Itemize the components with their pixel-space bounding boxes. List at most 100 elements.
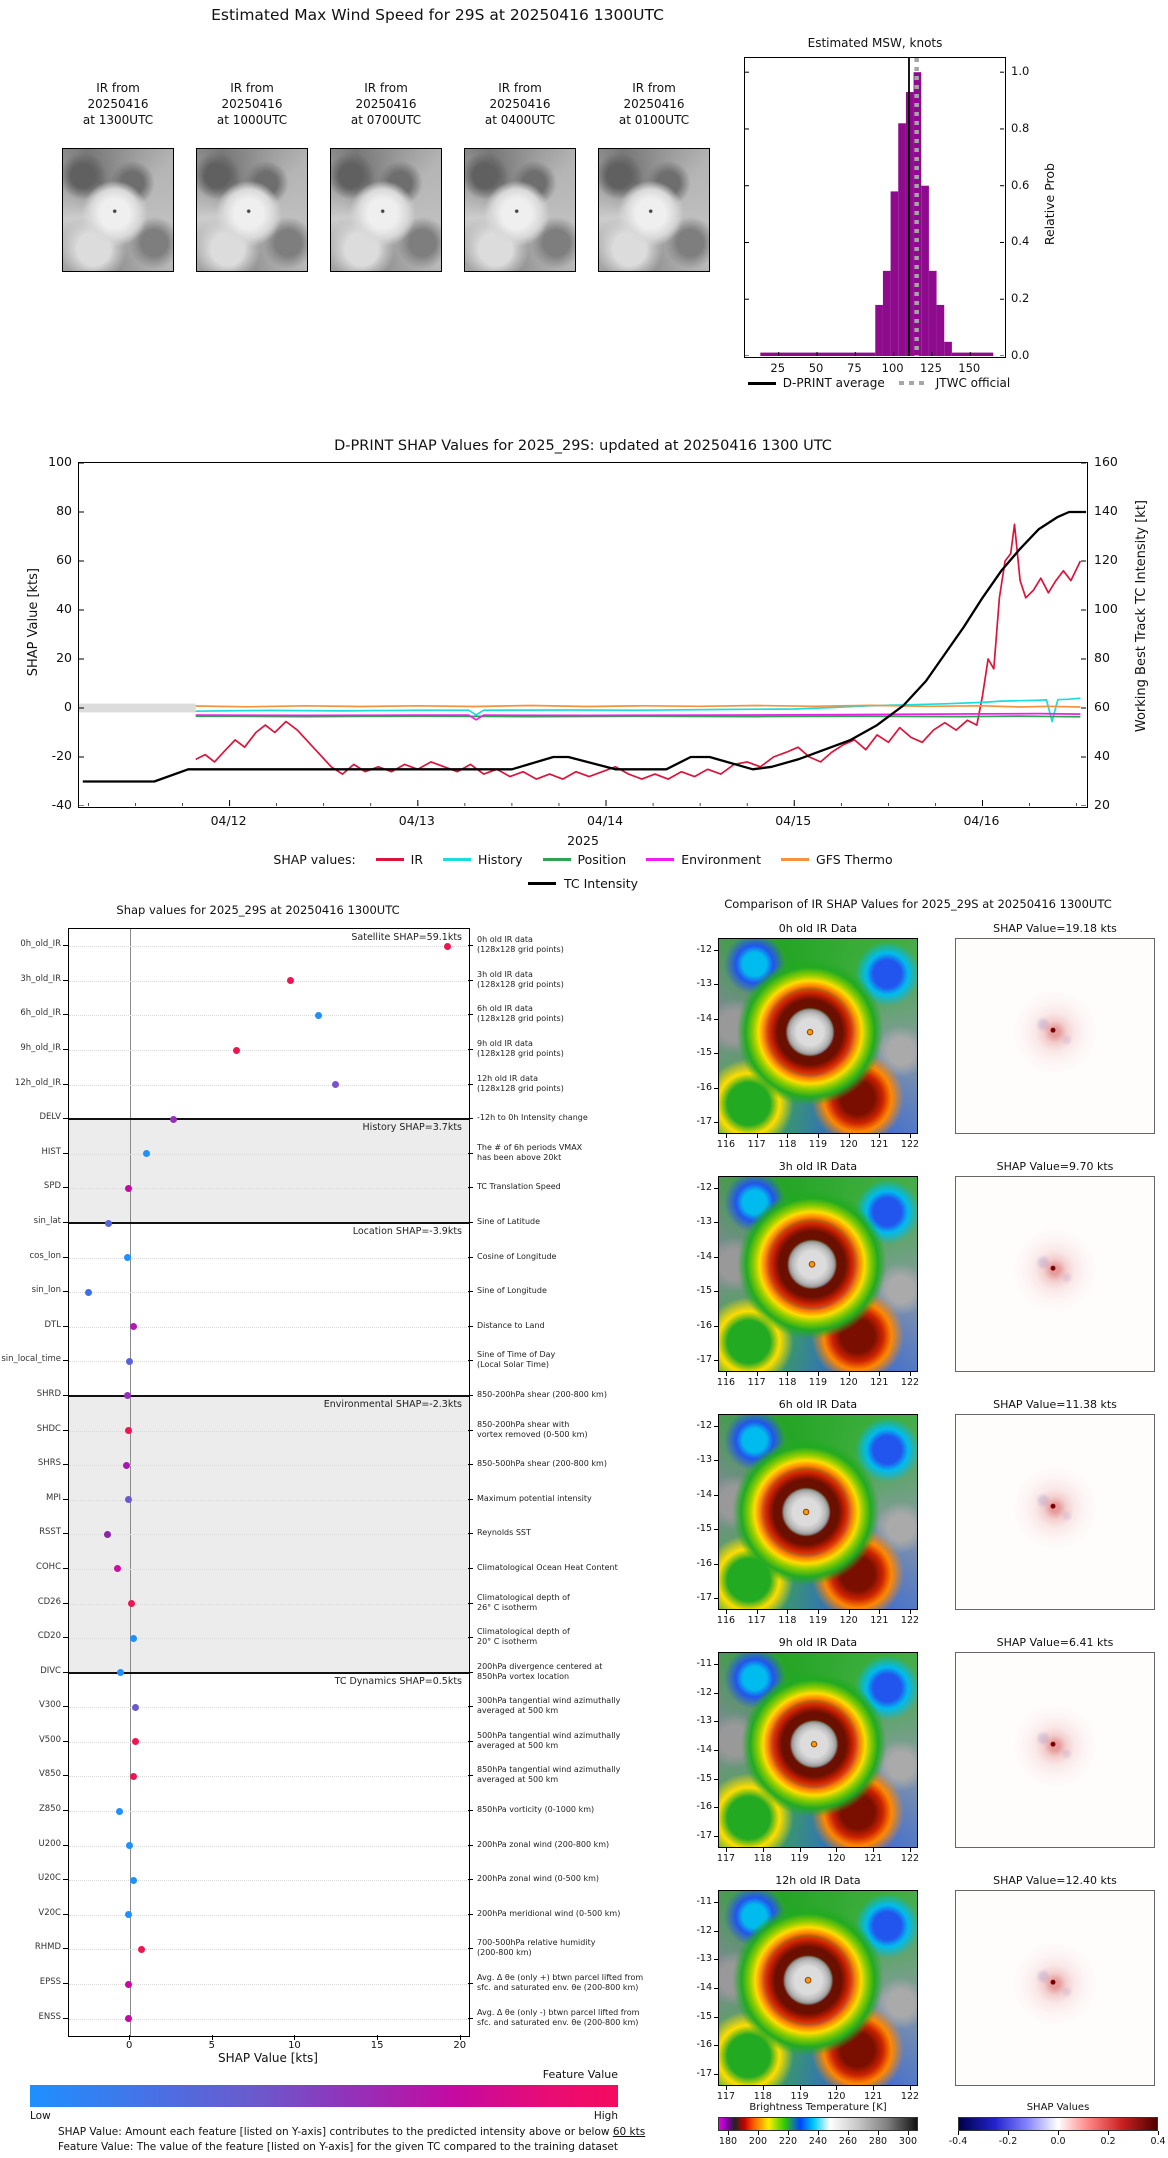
row-label: DELV [39,1112,61,1123]
row-label: U200 [38,1838,61,1849]
shap-cb-tick [1008,2131,1009,2135]
lat-tick [714,1122,718,1123]
lat-tick [714,1563,718,1565]
zero-gridline [130,929,132,2036]
ts-ytick-left-label: 0 [64,699,72,714]
lon-tick-label: 117 [716,1853,736,1864]
annotation-line: TC Translation Speed [477,1182,561,1192]
ir-thumb-label: IR from 20250416 at 1300UTC [51,80,185,128]
bt-cb-tick [878,2131,879,2135]
dotplot-xtick-label: 15 [370,2040,384,2051]
shap-colorbar [958,2117,1158,2131]
row-tick-right [468,1637,473,1639]
lon-tick-label: 117 [747,1139,766,1150]
ts-xtick-label: 04/15 [775,813,812,828]
row-label: 3h_old_IR [20,973,61,984]
row-gridline [69,1084,469,1086]
lat-tick-label: -17 [696,1116,712,1127]
annotation-line: 850hPa tangential wind azimuthally [477,1765,621,1775]
row-tick-right [468,1083,473,1085]
feature-colorbar-high: High [593,2110,618,2122]
hist-ytick-label: 0.6 [1011,177,1030,192]
row-gridline [69,1430,469,1432]
shap-dot [125,1357,133,1365]
row-tick-left [63,1671,68,1673]
histogram-bar [890,191,899,356]
row-label: CD26 [37,1596,61,1607]
histogram-bar [898,123,906,356]
annotation-line: 850-200hPa shear with [477,1419,570,1429]
lat-tick [714,1598,718,1599]
hist-ytick-label: 0.0 [1011,348,1030,362]
lat-tick-label: -14 [696,1012,712,1024]
ir-thumb-label-line: 20250416 [489,97,551,111]
legend-item-history: History [443,852,523,867]
row-tick-left [63,1567,68,1569]
annotation-line: Maximum potential intensity [477,1493,592,1503]
annotation-line: Sine of Latitude [477,1217,541,1227]
row-tick-right [468,1360,473,1362]
lat-tick [714,1664,718,1665]
dotted-line-swatch [898,381,929,385]
dotplot-xtick-label: 5 [208,2040,215,2051]
shap-dot [129,1876,137,1884]
dotplot-title: Shap values for 2025_29S at 20250416 130… [116,903,400,917]
section-separator [69,1394,469,1397]
lon-tick [879,1610,881,1614]
annotation-line: Climatological Ocean Heat Content [477,1562,618,1572]
lat-tick [714,2045,718,2047]
section-separator [69,1222,469,1225]
lon-tick [848,1134,850,1138]
shap-dot [125,1184,132,1192]
row-tick-right [468,1014,473,1016]
ts-ytick-right-label: 120 [1094,552,1118,567]
row-tick-right [468,1913,473,1915]
row-gridline [69,1257,469,1259]
row-tick-right [468,1187,473,1189]
line-swatch [646,858,675,861]
timeseries-ylabel-right: Working Best Track TC Intensity [kt] [1134,500,1149,733]
annotation-line: Avg. Δ θe (only +) btwn parcel lifted fr… [477,1973,644,1982]
legend-label: TC Intensity [563,876,638,891]
row-gridline [69,1603,469,1605]
hist-ytick-label: 0.8 [1011,120,1030,135]
lat-tick [714,1256,718,1258]
row-label: SHDC [36,1423,61,1434]
row-tick-right [468,1775,473,1777]
shap-colorbar-label: SHAP Values [1026,2102,1090,2113]
row-annotation: Distance to Land [477,1321,727,1331]
annotation-line: -12h to 0h Intensity change [477,1113,588,1123]
lon-tick [910,1848,911,1852]
row-label: V20C [38,1907,61,1918]
row-annotation: Climatological depth of 20° C isotherm [477,1627,727,1647]
lat-tick-label: -12 [696,1182,712,1193]
lon-tick-label: 118 [778,1139,797,1150]
lat-tick-label: -17 [696,1354,712,1365]
row-label: MPI [46,1492,61,1503]
row-tick-left [63,2017,68,2019]
row-label: 0h_old_IR [20,939,61,950]
lon-tick [787,1610,789,1614]
lon-tick [836,1848,838,1852]
row-label: DIVC [40,1665,61,1676]
shap-dot [125,1496,132,1504]
ts-ytick-right-label: 20 [1094,797,1110,812]
annotation-line: The # of 6h periods VMAX [477,1142,583,1152]
row-gridline [69,1776,469,1778]
lon-tick-label: 122 [900,1853,920,1864]
footnote-feature-value: Feature Value: The value of the feature … [58,2141,619,2153]
dotplot-xtick-label: 20 [453,2040,467,2051]
annotation-line: Reynolds SST [477,1528,531,1538]
shap-dot [286,977,294,985]
row-label: SHRD [36,1388,61,1399]
row-tick-left [63,1083,68,1085]
shap-dot [129,1323,137,1331]
annotation-line: vortex removed (0-500 km) [477,1429,588,1439]
row-gridline [69,1153,469,1155]
histogram-svg [745,58,1004,356]
ir-thumbnail-image [196,148,308,272]
lat-tick-label: -13 [696,1953,712,1965]
annotation-line: Sine of Time of Day [477,1350,556,1360]
dotplot-xtick-label: 10 [288,2040,301,2051]
bt-cb-tick-label: 180 [718,2136,738,2147]
